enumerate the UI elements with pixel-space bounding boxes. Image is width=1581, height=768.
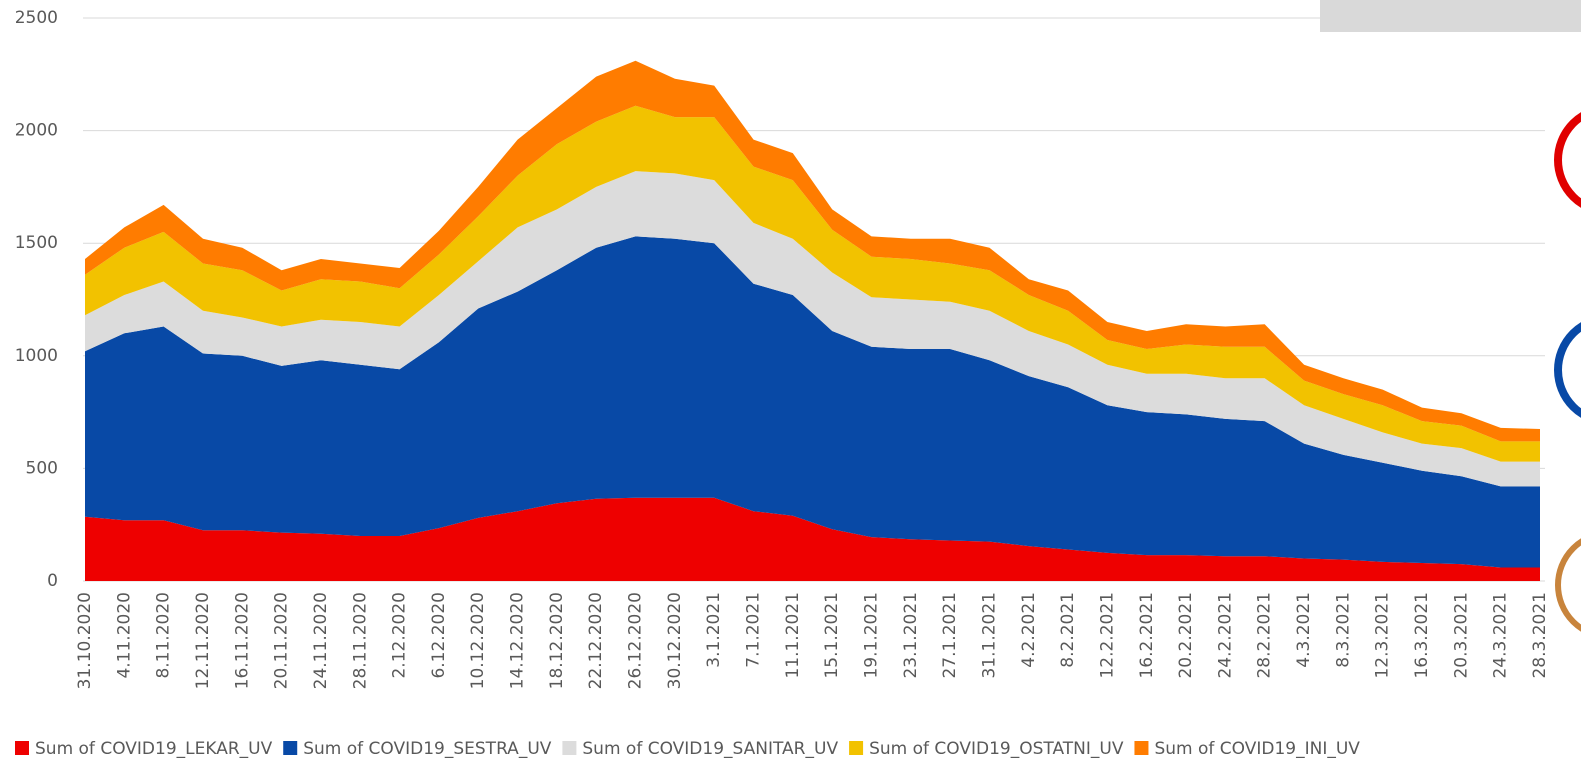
x-tick-label: 20.3.2021 bbox=[1451, 592, 1471, 679]
x-tick-label: 30.12.2020 bbox=[665, 592, 685, 689]
x-tick-label: 14.12.2020 bbox=[508, 592, 528, 689]
x-tick-label: 18.12.2020 bbox=[547, 592, 567, 689]
x-tick-label: 3.1.2021 bbox=[704, 592, 724, 668]
x-tick-label: 8.11.2020 bbox=[154, 592, 174, 679]
x-tick-label: 31.10.2020 bbox=[75, 592, 95, 689]
legend-swatch bbox=[849, 741, 864, 755]
area bbox=[85, 171, 1540, 487]
x-tick-label: 4.2.2021 bbox=[1019, 592, 1039, 668]
x-tick-label: 24.11.2020 bbox=[311, 592, 331, 689]
area bbox=[85, 60, 1540, 442]
x-tick-label: 11.1.2021 bbox=[783, 592, 803, 679]
legend-label: Sum of COVID19_SANITAR_UV bbox=[582, 739, 838, 759]
legend-swatch bbox=[562, 741, 577, 755]
legend-label: Sum of COVID19_LEKAR_UV bbox=[35, 739, 273, 759]
decor-circle bbox=[1554, 322, 1581, 418]
x-tick-label: 27.1.2021 bbox=[940, 592, 960, 679]
x-tick-label: 20.2.2021 bbox=[1176, 592, 1196, 679]
x-tick-label: 8.3.2021 bbox=[1333, 592, 1353, 668]
decor-circle bbox=[1554, 112, 1581, 208]
x-tick-label: 16.3.2021 bbox=[1412, 592, 1432, 679]
x-tick-label: 28.2.2021 bbox=[1255, 592, 1275, 679]
x-tick-label: 2.12.2020 bbox=[390, 592, 410, 679]
x-tick-label: 10.12.2020 bbox=[468, 592, 488, 689]
x-tick-label: 28.11.2020 bbox=[350, 592, 370, 689]
x-tick-label: 4.11.2020 bbox=[114, 592, 134, 679]
decor-circle bbox=[1555, 538, 1581, 632]
y-tick-label: 2500 bbox=[15, 8, 58, 28]
x-tick-label: 4.3.2021 bbox=[1294, 592, 1314, 668]
x-tick-label: 6.12.2020 bbox=[429, 592, 449, 679]
y-tick-label: 500 bbox=[26, 458, 58, 478]
y-tick-label: 1000 bbox=[15, 346, 58, 366]
area bbox=[85, 497, 1540, 581]
x-tick-label: 15.1.2021 bbox=[822, 592, 842, 679]
x-tick-label: 22.12.2020 bbox=[586, 592, 606, 689]
x-tick-label: 12.11.2020 bbox=[193, 592, 213, 689]
y-tick-label: 0 bbox=[47, 571, 58, 591]
x-tick-label: 7.1.2021 bbox=[744, 592, 764, 668]
x-tick-label: 19.1.2021 bbox=[861, 592, 881, 679]
x-tick-label: 23.1.2021 bbox=[901, 592, 921, 679]
x-tick-label: 8.2.2021 bbox=[1058, 592, 1078, 668]
legend-label: Sum of COVID19_OSTATNI_UV bbox=[869, 739, 1124, 759]
x-tick-label: 24.2.2021 bbox=[1215, 592, 1235, 679]
legend-label: Sum of COVID19_SESTRA_UV bbox=[303, 739, 552, 759]
legend-swatch bbox=[15, 741, 29, 755]
y-tick-label: 1500 bbox=[15, 233, 58, 253]
x-tick-label: 28.3.2021 bbox=[1530, 592, 1550, 679]
x-tick-label: 16.2.2021 bbox=[1137, 592, 1157, 679]
x-tick-label: 12.3.2021 bbox=[1373, 592, 1393, 679]
x-tick-label: 20.11.2020 bbox=[272, 592, 292, 689]
x-tick-label: 26.12.2020 bbox=[626, 592, 646, 689]
legend-swatch bbox=[283, 741, 298, 755]
x-tick-label: 31.1.2021 bbox=[979, 592, 999, 679]
x-tick-label: 24.3.2021 bbox=[1491, 592, 1511, 679]
y-tick-label: 2000 bbox=[15, 121, 58, 141]
legend-label: Sum of COVID19_INI_UV bbox=[1154, 739, 1360, 759]
overlay-box bbox=[1320, 0, 1581, 32]
legend-swatch bbox=[1134, 741, 1149, 755]
x-tick-label: 12.2.2021 bbox=[1097, 592, 1117, 679]
area bbox=[85, 105, 1540, 462]
x-tick-label: 16.11.2020 bbox=[232, 592, 252, 689]
area bbox=[85, 236, 1540, 568]
